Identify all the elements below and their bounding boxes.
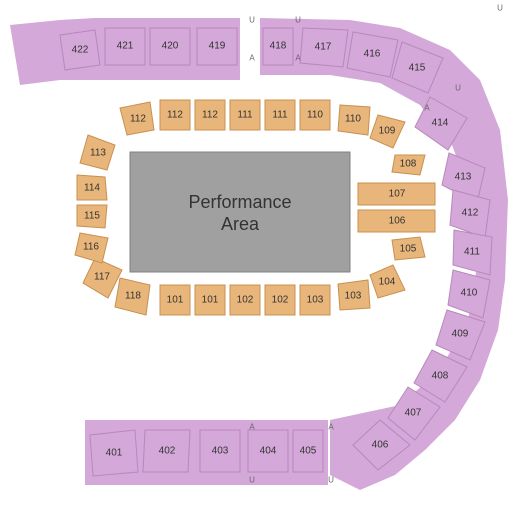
aisle-marker-a: A: [295, 54, 301, 63]
section-label-102: 102: [272, 295, 289, 306]
section-label-116: 116: [83, 242, 99, 253]
section-label-103: 103: [307, 295, 324, 306]
section-label-403: 403: [212, 446, 229, 457]
section-label-102: 102: [237, 295, 254, 306]
aisle-marker-u: U: [295, 16, 301, 25]
aisle-marker-u: U: [497, 4, 503, 13]
section-label-105: 105: [400, 244, 417, 255]
aisle-marker-u: U: [455, 84, 461, 93]
section-label-414: 414: [432, 118, 449, 129]
performance-area-label-2: Area: [221, 214, 260, 234]
section-label-115: 115: [84, 211, 100, 222]
section-label-407: 407: [405, 408, 422, 419]
section-label-104: 104: [379, 277, 396, 288]
performance-area: [130, 152, 350, 272]
section-label-110: 110: [307, 110, 323, 121]
aisle-marker-u: U: [249, 16, 255, 25]
section-label-415: 415: [409, 63, 426, 74]
aisle-marker-a: A: [424, 104, 430, 113]
section-label-413: 413: [455, 172, 472, 183]
section-label-113: 113: [90, 148, 106, 159]
aisle-marker-u: U: [328, 476, 334, 485]
aisle-marker-a: A: [249, 423, 255, 432]
section-label-103: 103: [345, 291, 362, 302]
section-label-408: 408: [432, 371, 449, 382]
section-label-118: 118: [125, 291, 141, 302]
section-label-404: 404: [260, 446, 277, 457]
section-label-401: 401: [106, 448, 123, 459]
section-label-101: 101: [167, 295, 184, 306]
section-label-419: 419: [209, 41, 226, 52]
section-label-101: 101: [202, 295, 219, 306]
section-label-417: 417: [315, 42, 332, 53]
section-label-402: 402: [159, 446, 176, 457]
section-label-106: 106: [389, 216, 406, 227]
section-label-405: 405: [300, 446, 317, 457]
section-label-421: 421: [117, 41, 134, 52]
aisle-marker-u: U: [249, 476, 255, 485]
section-label-110: 110: [345, 114, 361, 125]
section-label-410: 410: [461, 288, 478, 299]
section-label-112: 112: [130, 114, 146, 125]
section-label-411: 411: [464, 247, 480, 258]
section-label-111: 111: [272, 110, 288, 121]
section-label-112: 112: [167, 110, 183, 121]
aisle-marker-a: A: [249, 54, 255, 63]
section-label-406: 406: [372, 440, 389, 451]
seating-chart: 422 421 420 419 418 417 416 415 414 413 412 411 410 4…: [0, 0, 525, 525]
section-label-107: 107: [389, 189, 406, 200]
section-label-108: 108: [400, 159, 417, 170]
aisle-marker-a: A: [328, 423, 334, 432]
section-label-114: 114: [84, 183, 100, 194]
section-label-420: 420: [162, 41, 179, 52]
section-label-409: 409: [452, 329, 469, 340]
section-label-117: 117: [94, 272, 110, 283]
section-label-109: 109: [379, 126, 396, 137]
section-label-418: 418: [270, 41, 287, 52]
section-label-111: 111: [237, 110, 253, 121]
section-label-422: 422: [72, 45, 89, 56]
section-label-416: 416: [364, 49, 381, 60]
section-label-112: 112: [202, 110, 218, 121]
section-label-412: 412: [462, 208, 479, 219]
performance-area-label-1: Performance: [188, 192, 291, 212]
